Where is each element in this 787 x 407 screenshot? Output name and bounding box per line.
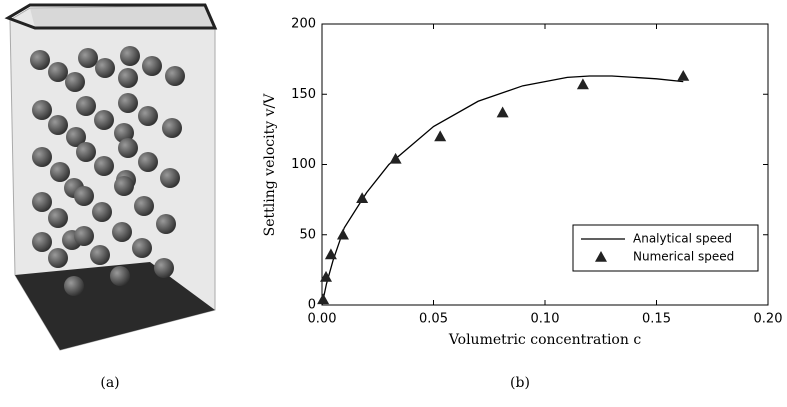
legend-label: Numerical speed <box>633 250 734 264</box>
data-point <box>324 248 337 260</box>
data-point <box>576 78 589 90</box>
x-tick-label: 0.00 <box>308 312 337 327</box>
particle <box>110 266 130 286</box>
particle <box>162 118 182 138</box>
y-tick-label: 0 <box>308 298 316 313</box>
particle <box>30 50 50 70</box>
particle <box>48 208 68 228</box>
particle <box>114 176 134 196</box>
data-line <box>321 75 684 306</box>
particle <box>165 66 185 86</box>
particle <box>78 48 98 68</box>
particle <box>64 276 84 296</box>
particle <box>120 46 140 66</box>
particle <box>32 192 52 212</box>
particle <box>160 168 180 188</box>
particle <box>94 156 114 176</box>
particle <box>32 100 52 120</box>
x-axis-label: Volumetric concentration c <box>448 332 641 348</box>
particle <box>50 162 70 182</box>
particle <box>134 196 154 216</box>
particle <box>138 106 158 126</box>
particle <box>95 58 115 78</box>
data-point <box>336 228 349 240</box>
particle <box>66 127 86 147</box>
caption: (a) <box>100 375 119 391</box>
particle <box>76 96 96 116</box>
particle <box>32 147 52 167</box>
particle <box>142 56 162 76</box>
particle <box>90 245 110 265</box>
data-point <box>496 106 509 118</box>
particle <box>112 222 132 242</box>
y-tick-label: 150 <box>291 87 316 102</box>
particle <box>74 226 94 246</box>
particle <box>76 142 96 162</box>
particle <box>92 202 112 222</box>
particle <box>48 248 68 268</box>
x-tick-label: 0.05 <box>419 312 448 327</box>
particle <box>156 214 176 234</box>
particle <box>32 232 52 252</box>
particle <box>132 238 152 258</box>
x-tick-label: 0.15 <box>642 312 671 327</box>
x-tick-label: 0.20 <box>754 312 783 327</box>
data-point <box>356 192 369 204</box>
particle <box>154 258 174 278</box>
legend-label: Analytical speed <box>633 232 732 246</box>
data-point <box>317 293 330 305</box>
particle-box <box>4 3 218 351</box>
particle <box>138 152 158 172</box>
particle <box>48 62 68 82</box>
data-point <box>389 152 402 164</box>
legend-marker <box>595 251 607 262</box>
particle <box>48 115 68 135</box>
particle <box>118 68 138 88</box>
particle <box>94 110 114 130</box>
data-point <box>320 270 333 282</box>
caption: (b) <box>510 375 530 391</box>
particle <box>74 186 94 206</box>
x-tick-label: 0.10 <box>531 312 560 327</box>
y-tick-label: 100 <box>291 157 316 172</box>
y-axis-label: Settling velocity v/V <box>262 93 278 237</box>
particle <box>65 72 85 92</box>
particle <box>118 138 138 158</box>
data-point <box>434 130 447 142</box>
y-tick-label: 50 <box>299 227 316 242</box>
data-point <box>677 69 690 81</box>
legend-box <box>572 224 759 272</box>
particle <box>118 93 138 113</box>
particle <box>114 123 134 143</box>
y-tick-label: 200 <box>291 17 316 32</box>
